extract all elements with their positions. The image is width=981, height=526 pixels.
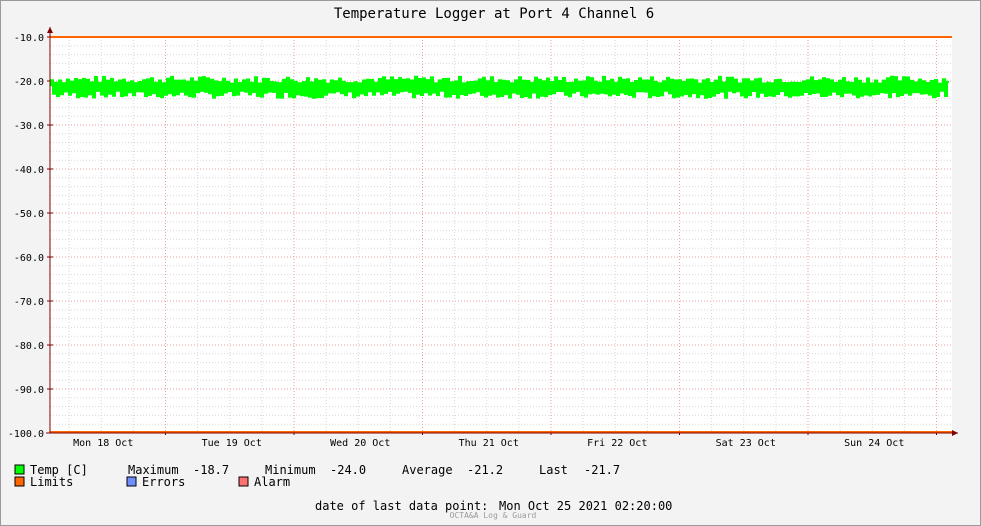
temp-swatch-icon (14, 464, 25, 475)
legend-average-label: Average (402, 463, 453, 477)
y-tick-label: -50.0 (14, 209, 44, 220)
x-tick-label: Mon 18 Oct (73, 438, 133, 449)
legend-temp: Temp [C] (30, 463, 88, 477)
x-tick-label: Sun 24 Oct (844, 438, 904, 449)
legend-maximum-value: -18.7 (193, 463, 229, 477)
x-tick-labels: Mon 18 Oct Tue 19 Oct Wed 20 Oct Thu 21 Oct… (73, 438, 904, 449)
legend-minimum-label: Minimum (265, 463, 316, 477)
x-tick-label: Thu 21 Oct (459, 438, 519, 449)
y-tick-label: -100.0 (8, 429, 44, 440)
y-tick-label: -70.0 (14, 297, 44, 308)
last-data-point-label: date of last data point: (315, 499, 488, 513)
y-tick-label: -80.0 (14, 341, 44, 352)
y-tick-label: -20.0 (14, 77, 44, 88)
plot-area (50, 37, 952, 433)
legend-alarm: Alarm (254, 475, 290, 489)
y-tick-labels: -10.0 -20.0 -30.0 -40.0 -50.0 -60.0 -70.0 -80.0… (8, 33, 44, 440)
x-tick-label: Wed 20 Oct (330, 438, 390, 449)
legend-minimum-value: -24.0 (330, 463, 366, 477)
limits-swatch-icon (14, 476, 25, 487)
legend-limits: Limits (30, 475, 73, 489)
chart-title: Temperature Logger at Port 4 Channel 6 (334, 6, 654, 22)
alarm-swatch-icon (238, 476, 249, 487)
watermark: OCTA&A Log & Guard (450, 511, 537, 520)
legend-average-value: -21.2 (467, 463, 503, 477)
last-data-point-value: Mon Oct 25 2021 02:20:00 (499, 499, 672, 513)
x-tick-label: Sat 23 Oct (716, 438, 776, 449)
temp-series-line (50, 75, 949, 99)
y-tick-label: -40.0 (14, 165, 44, 176)
legend-maximum-label: Maximum (128, 463, 179, 477)
y-axis-arrow-icon (47, 27, 53, 33)
legend-last-label: Last (539, 463, 568, 477)
errors-swatch-icon (126, 476, 137, 487)
legend-last-value: -21.7 (584, 463, 620, 477)
minor-grid (50, 37, 952, 433)
y-tick-label: -90.0 (14, 385, 44, 396)
y-tick-label: -30.0 (14, 121, 44, 132)
x-axis-arrow-icon (952, 430, 958, 436)
legend-errors: Errors (142, 475, 185, 489)
y-tick-label: -60.0 (14, 253, 44, 264)
y-tick-label: -10.0 (14, 33, 44, 44)
x-tick-label: Fri 22 Oct (587, 438, 647, 449)
x-tick-label: Tue 19 Oct (202, 438, 262, 449)
